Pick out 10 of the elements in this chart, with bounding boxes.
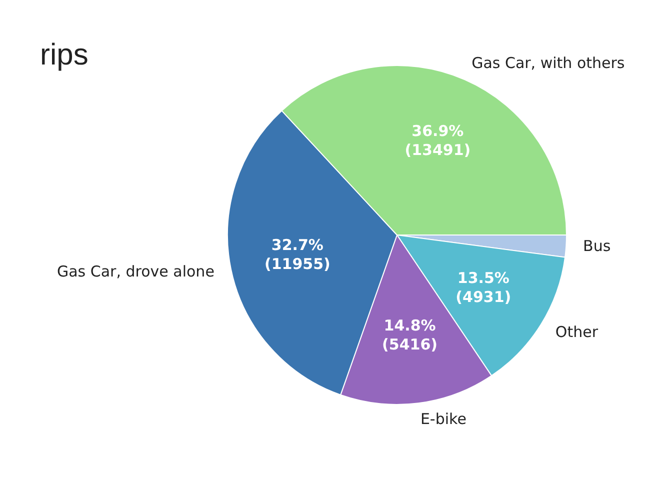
data-label: 36.9% (13491): [404, 122, 471, 160]
slice-label: Gas Car, with others: [472, 54, 625, 72]
data-label: 13.5% (4931): [456, 269, 512, 306]
data-label: 32.7% (11955): [264, 236, 330, 274]
data-label: 14.8% (5416): [382, 316, 438, 354]
slice-label: E-bike: [420, 410, 466, 428]
slice-label: Gas Car, drove alone: [56, 262, 214, 281]
slice-label: Bus: [583, 237, 611, 256]
chart-title: rips: [40, 38, 88, 72]
slice-label: Other: [555, 323, 599, 342]
